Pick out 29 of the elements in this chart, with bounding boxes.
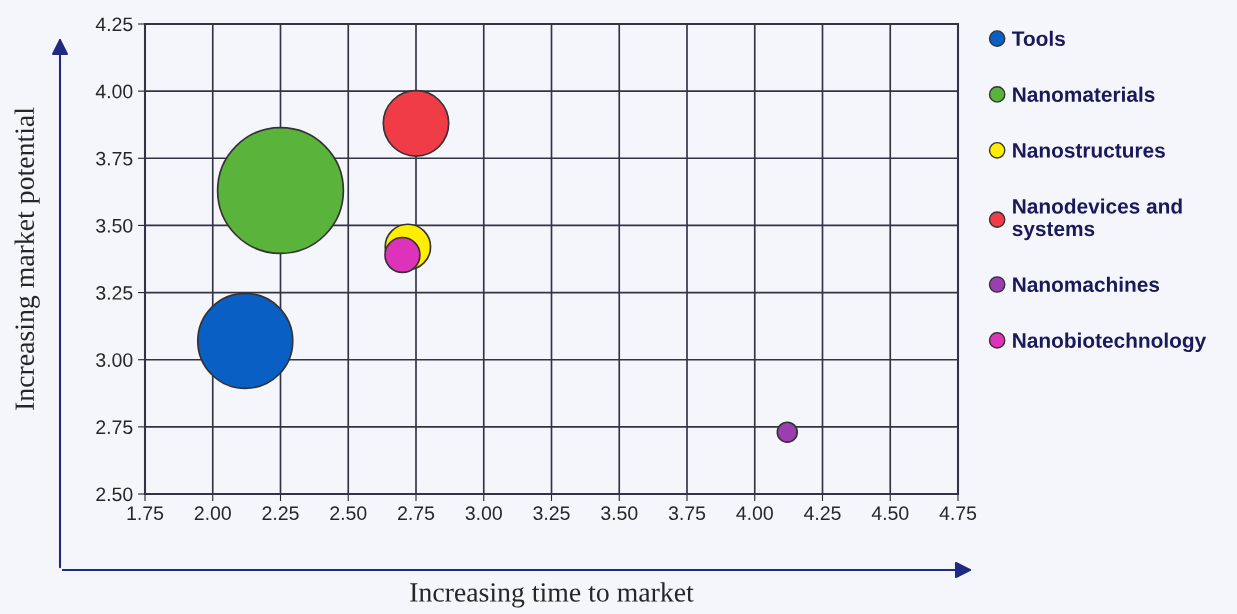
- x-tick-label: 4.50: [871, 506, 909, 521]
- x-tick-label: 3.00: [465, 506, 502, 521]
- x-tick-label: 2.00: [194, 506, 231, 521]
- legend-label: Nanomachines: [1013, 276, 1160, 293]
- x-tick-label: 2.50: [330, 506, 367, 521]
- x-tick-label: 4.25: [804, 506, 841, 521]
- y-axis-title: Increasing market potential: [14, 107, 40, 410]
- x-tick-label: 2.25: [262, 506, 299, 521]
- y-tick-label: 3.75: [96, 151, 133, 166]
- y-tick-label: 3.00: [96, 353, 133, 367]
- y-tick-label: 2.75: [96, 420, 133, 435]
- y-tick-label: 2.50: [96, 487, 133, 502]
- legend-label: Nanodevices and systems: [1012, 198, 1182, 241]
- y-tick-label: 4.00: [95, 84, 133, 99]
- x-tick-label: 3.25: [533, 506, 570, 521]
- x-tick-label: 3.75: [668, 506, 706, 521]
- y-tick-label: 4.25: [95, 17, 133, 32]
- x-tick-label: 4.00: [736, 506, 773, 521]
- x-tick-label: 4.75: [939, 506, 977, 521]
- legend-label: Nanostructures: [1013, 143, 1165, 158]
- x-tick-label: 2.75: [398, 506, 435, 521]
- x-tick-label: 3.50: [601, 506, 638, 521]
- legend-label: Nanomaterials: [1013, 86, 1155, 102]
- legend-label: Nanobiotechnology: [1013, 332, 1207, 353]
- x-axis-title: Increasing time to market: [410, 582, 694, 608]
- y-tick-label: 3.50: [96, 218, 133, 233]
- y-tick-label: 3.25: [96, 286, 133, 300]
- x-tick-label: 1.75: [127, 506, 164, 521]
- legend-label: Tools: [1011, 30, 1065, 47]
